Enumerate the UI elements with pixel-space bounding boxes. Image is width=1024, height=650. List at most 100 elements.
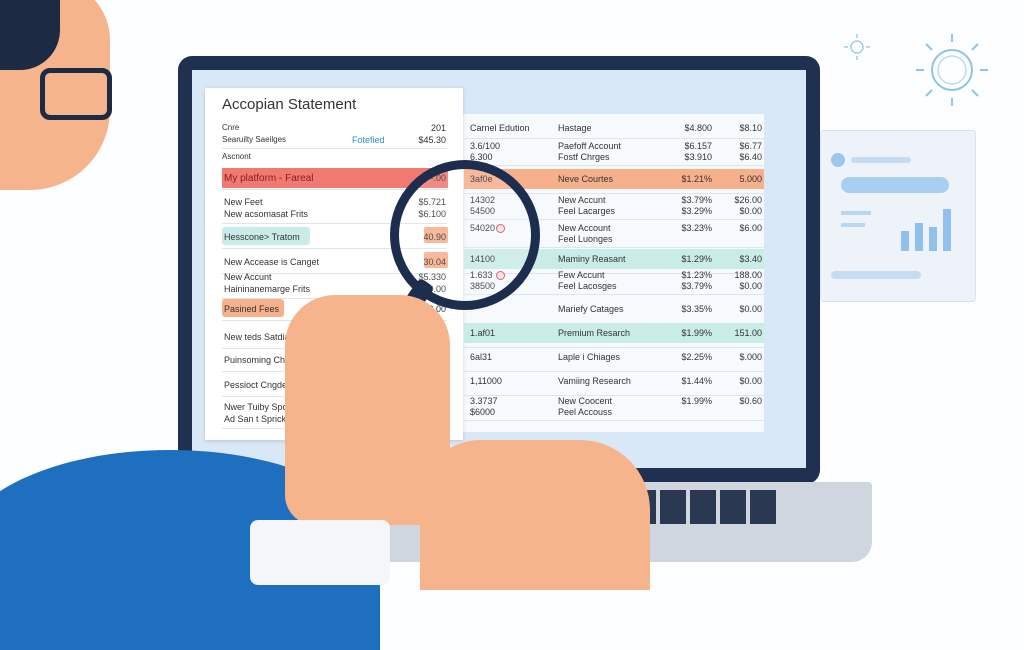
divider bbox=[464, 294, 764, 295]
cell: $1.21% bbox=[681, 174, 712, 184]
cell-2: Feel Lacarges bbox=[558, 206, 616, 216]
highlight-chip bbox=[222, 227, 310, 245]
cell: Premium Resarch bbox=[558, 328, 631, 338]
row-label-2: Haininanemarge Frits bbox=[224, 284, 311, 294]
account-label: Ascnont bbox=[222, 152, 251, 161]
divider bbox=[464, 273, 764, 274]
cell-2: 6.300 bbox=[470, 152, 493, 162]
divider bbox=[464, 395, 764, 396]
highlight-band bbox=[222, 168, 448, 188]
divider bbox=[222, 148, 447, 149]
divider bbox=[464, 165, 764, 166]
cell-2: $3.29% bbox=[681, 206, 712, 216]
cell: $0.60 bbox=[739, 396, 762, 406]
row-label: My platform - Fareal bbox=[224, 173, 314, 184]
cell: $6.00 bbox=[739, 223, 762, 233]
small-sun-icon bbox=[844, 34, 870, 60]
sun-icon bbox=[916, 34, 988, 106]
cell: $1.99% bbox=[681, 328, 712, 338]
row-label: Hesscone> Tratom bbox=[224, 232, 300, 242]
cuff bbox=[250, 520, 390, 585]
cell: Maminy Reasant bbox=[558, 254, 626, 264]
divider bbox=[464, 420, 764, 421]
highlight-row bbox=[464, 249, 764, 269]
cell: New Coocent bbox=[558, 396, 613, 406]
column-header: $4.800 bbox=[684, 123, 712, 133]
column-header: Carnel Edution bbox=[470, 123, 530, 133]
cell: $0.00 bbox=[739, 304, 762, 314]
cell: $3.23% bbox=[681, 223, 712, 233]
cell: $1.44% bbox=[681, 376, 712, 386]
avatar-icon bbox=[831, 153, 845, 167]
cell: Neve Courtes bbox=[558, 174, 614, 184]
cell: 151.00 bbox=[734, 328, 762, 338]
divider bbox=[222, 248, 447, 249]
cell-2: $3.910 bbox=[684, 152, 712, 162]
row-label-2: New acsomasat Frits bbox=[224, 209, 309, 219]
right-hand bbox=[420, 440, 650, 590]
cell-2: $0.00 bbox=[739, 281, 762, 291]
cell: Mariefy Catages bbox=[558, 304, 624, 314]
cell-2: $6000 bbox=[470, 407, 496, 417]
cell-2: Feel Lacosges bbox=[558, 281, 617, 291]
cell: Laple i Chiages bbox=[558, 352, 621, 362]
cell: 5.000 bbox=[739, 174, 762, 184]
cell: $26.00 bbox=[734, 195, 762, 205]
highlight-row bbox=[464, 169, 764, 189]
row-label: Pessioct Cngdec bbox=[224, 380, 292, 390]
cell: Vamiing Research bbox=[558, 376, 631, 386]
row-label: New Feet bbox=[224, 197, 263, 207]
cell-2: $6.40 bbox=[739, 152, 762, 162]
header-value: $45.30 bbox=[418, 135, 446, 145]
magnifying-glass-icon bbox=[390, 160, 540, 310]
divider bbox=[464, 138, 764, 139]
cell: $0.00 bbox=[739, 376, 762, 386]
header-label: Searuilty Saeilges bbox=[222, 135, 287, 144]
cell-2: $3.79% bbox=[681, 281, 712, 291]
cell: $2.25% bbox=[681, 352, 712, 362]
cell-2: $0.00 bbox=[739, 206, 762, 216]
divider bbox=[464, 219, 764, 220]
row-label: Pasined Fees bbox=[224, 304, 280, 314]
row-label-2: Ad San t Spricke bbox=[224, 414, 292, 424]
cell: 3.3737 bbox=[470, 396, 498, 406]
cell: 3.6/100 bbox=[470, 141, 501, 151]
bar-chart-icon bbox=[841, 209, 951, 251]
header-value: 201 bbox=[430, 123, 446, 133]
cell: New Account bbox=[558, 223, 611, 233]
cell: 1,11000 bbox=[470, 376, 502, 386]
cell: 6al31 bbox=[470, 352, 493, 362]
cell: New Accunt bbox=[558, 195, 606, 205]
header-label: Cnre bbox=[222, 123, 240, 132]
cell: $1.99% bbox=[681, 396, 712, 406]
cell: Few Accunt bbox=[558, 270, 605, 280]
cell-2: Feel Luonges bbox=[558, 234, 613, 244]
glasses-icon bbox=[40, 68, 112, 120]
row-label: Nwer Tuiby Spor bbox=[224, 402, 291, 412]
cell: $1.23% bbox=[681, 270, 712, 280]
cell: $.000 bbox=[739, 352, 762, 362]
cell-2: Peel Accouss bbox=[558, 407, 613, 417]
cell: 1.af01 bbox=[470, 328, 496, 338]
row-label: Puinsoming Chage bbox=[224, 355, 301, 365]
column-header: $8.10 bbox=[739, 123, 762, 133]
divider bbox=[222, 189, 447, 190]
cell: $6.157 bbox=[684, 141, 712, 151]
cell: $1.29% bbox=[681, 254, 712, 264]
row-label: New Accunt bbox=[224, 272, 272, 282]
header-status: Fotefied bbox=[352, 135, 385, 145]
row-label: New Accease is Canget bbox=[224, 257, 320, 267]
cell: $3.40 bbox=[739, 254, 762, 264]
divider bbox=[222, 223, 447, 224]
statement-title: Accopian Statement bbox=[222, 96, 357, 113]
cell: 188.00 bbox=[734, 270, 762, 280]
highlight-chip bbox=[222, 299, 284, 317]
cell: $3.79% bbox=[681, 195, 712, 205]
divider bbox=[464, 193, 764, 194]
divider bbox=[464, 247, 764, 248]
cell: Paefoff Account bbox=[558, 141, 621, 151]
cell-2: Fostf Chrges bbox=[558, 152, 610, 162]
divider bbox=[222, 273, 447, 274]
highlight-row bbox=[464, 323, 764, 343]
divider bbox=[464, 371, 764, 372]
